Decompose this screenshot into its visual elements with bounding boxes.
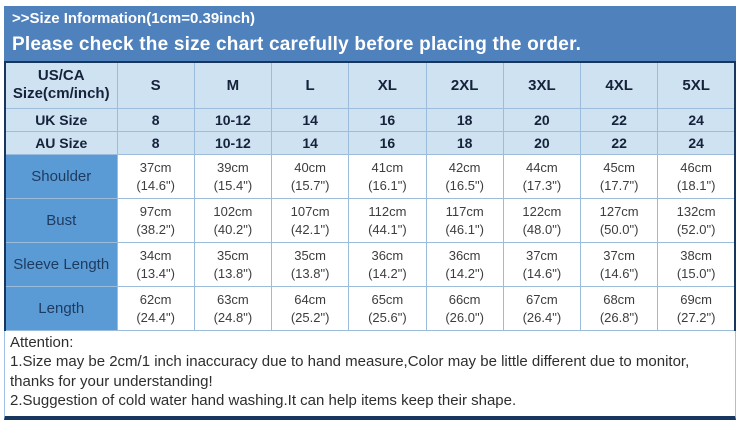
bust-cell: 117cm (46.1") bbox=[425, 197, 504, 243]
size-col-header-4xl: 4XL bbox=[579, 61, 659, 109]
sleeve-length-cell: 38cm (15.0") bbox=[657, 241, 736, 287]
sleeve-length-cell: 37cm (14.6") bbox=[502, 241, 582, 287]
bust-cell: 102cm (40.2") bbox=[193, 197, 273, 243]
uk-size-cell: 10-12 bbox=[193, 107, 273, 132]
size-col-header-3xl: 3XL bbox=[502, 61, 582, 109]
shoulder-cell: 40cm (15.7") bbox=[270, 153, 350, 199]
shoulder-cell: 42cm (16.5") bbox=[425, 153, 504, 199]
bust-cell: 97cm (38.2") bbox=[116, 197, 195, 243]
au-size-cell: 18 bbox=[425, 130, 504, 155]
uk-size-row: UK Size 8 10-12 14 16 18 20 22 24 bbox=[4, 107, 736, 132]
length-cell: 62cm (24.4") bbox=[116, 285, 195, 331]
uk-size-cell: 14 bbox=[270, 107, 350, 132]
au-size-row-label: AU Size bbox=[4, 130, 118, 155]
bust-row: Bust 97cm (38.2") 102cm (40.2") 107cm (42.1… bbox=[4, 197, 736, 243]
uk-size-row-label: UK Size bbox=[4, 107, 118, 132]
length-row: Length 62cm (24.4") 63cm (24.8") 64cm (25.2… bbox=[4, 285, 736, 331]
bust-cell: 107cm (42.1") bbox=[270, 197, 350, 243]
au-size-cell: 24 bbox=[657, 130, 736, 155]
length-cell: 65cm (25.6") bbox=[348, 285, 427, 331]
sleeve-length-cell: 36cm (14.2") bbox=[425, 241, 504, 287]
uk-size-cell: 8 bbox=[116, 107, 195, 132]
shoulder-cell: 46cm (18.1") bbox=[657, 153, 736, 199]
attention-section: Attention: 1.Size may be 2cm/1 inch inac… bbox=[4, 330, 736, 420]
attention-heading: Attention: bbox=[10, 333, 74, 351]
attention-note-2: 2.Suggestion of cold water hand washing.… bbox=[10, 392, 517, 409]
uk-size-cell: 20 bbox=[502, 107, 582, 132]
shoulder-row-label: Shoulder bbox=[4, 153, 118, 199]
length-cell: 68cm (26.8") bbox=[579, 285, 659, 331]
corner-line1: US/CA bbox=[37, 66, 85, 84]
sleeve-length-cell: 34cm (13.4") bbox=[116, 241, 195, 287]
shoulder-cell: 44cm (17.3") bbox=[502, 153, 582, 199]
length-cell: 69cm (27.2") bbox=[657, 285, 736, 331]
length-cell: 63cm (24.8") bbox=[193, 285, 273, 331]
uk-size-cell: 24 bbox=[657, 107, 736, 132]
banner-title: >>Size Information(1cm=0.39inch) bbox=[12, 10, 255, 27]
au-size-cell: 14 bbox=[270, 130, 350, 155]
au-size-cell: 16 bbox=[348, 130, 427, 155]
bust-cell: 127cm (50.0") bbox=[579, 197, 659, 243]
au-size-cell: 8 bbox=[116, 130, 195, 155]
sleeve-length-cell: 35cm (13.8") bbox=[270, 241, 350, 287]
au-size-row: AU Size 8 10-12 14 16 18 20 22 24 bbox=[4, 130, 736, 155]
bust-row-label: Bust bbox=[4, 197, 118, 243]
bust-cell: 132cm (52.0") bbox=[657, 197, 736, 243]
au-size-cell: 22 bbox=[579, 130, 659, 155]
au-size-cell: 10-12 bbox=[193, 130, 273, 155]
shoulder-cell: 45cm (17.7") bbox=[579, 153, 659, 199]
sleeve-length-cell: 37cm (14.6") bbox=[579, 241, 659, 287]
bust-cell: 122cm (48.0") bbox=[502, 197, 582, 243]
sleeve-length-row-label: Sleeve Length bbox=[4, 241, 118, 287]
length-cell: 64cm (25.2") bbox=[270, 285, 350, 331]
au-size-cell: 20 bbox=[502, 130, 582, 155]
shoulder-cell: 41cm (16.1") bbox=[348, 153, 427, 199]
size-col-header-l: L bbox=[270, 61, 350, 109]
banner: >>Size Information(1cm=0.39inch) Please … bbox=[4, 6, 736, 61]
shoulder-row: Shoulder 37cm (14.6") 39cm (15.4") 40cm (15… bbox=[4, 153, 736, 199]
uk-size-cell: 18 bbox=[425, 107, 504, 132]
size-chart-table: US/CA Size(cm/inch) S M L XL 2XL 3XL 4XL… bbox=[4, 61, 736, 331]
size-col-header-2xl: 2XL bbox=[425, 61, 504, 109]
sleeve-length-row: Sleeve Length 34cm (13.4") 35cm (13.8") 35… bbox=[4, 241, 736, 287]
size-col-header-xl: XL bbox=[348, 61, 427, 109]
banner-subtitle: Please check the size chart carefully be… bbox=[12, 34, 582, 55]
size-col-header-s: S bbox=[116, 61, 195, 109]
corner-line2: Size(cm/inch) bbox=[12, 85, 110, 103]
size-chart-panel: >>Size Information(1cm=0.39inch) Please … bbox=[4, 6, 736, 420]
uk-size-cell: 22 bbox=[579, 107, 659, 132]
shoulder-cell: 37cm (14.6") bbox=[116, 153, 195, 199]
corner-header-cell: US/CA Size(cm/inch) bbox=[4, 61, 118, 109]
shoulder-cell: 39cm (15.4") bbox=[193, 153, 273, 199]
attention-note-1: 1.Size may be 2cm/1 inch inaccuracy due … bbox=[10, 353, 690, 390]
sleeve-length-cell: 36cm (14.2") bbox=[348, 241, 427, 287]
sleeve-length-cell: 35cm (13.8") bbox=[193, 241, 273, 287]
size-col-header-5xl: 5XL bbox=[657, 61, 736, 109]
uk-size-cell: 16 bbox=[348, 107, 427, 132]
length-cell: 66cm (26.0") bbox=[425, 285, 504, 331]
length-row-label: Length bbox=[4, 285, 118, 331]
size-header-row: US/CA Size(cm/inch) S M L XL 2XL 3XL 4XL… bbox=[4, 61, 736, 109]
bust-cell: 112cm (44.1") bbox=[348, 197, 427, 243]
size-col-header-m: M bbox=[193, 61, 273, 109]
length-cell: 67cm (26.4") bbox=[502, 285, 582, 331]
